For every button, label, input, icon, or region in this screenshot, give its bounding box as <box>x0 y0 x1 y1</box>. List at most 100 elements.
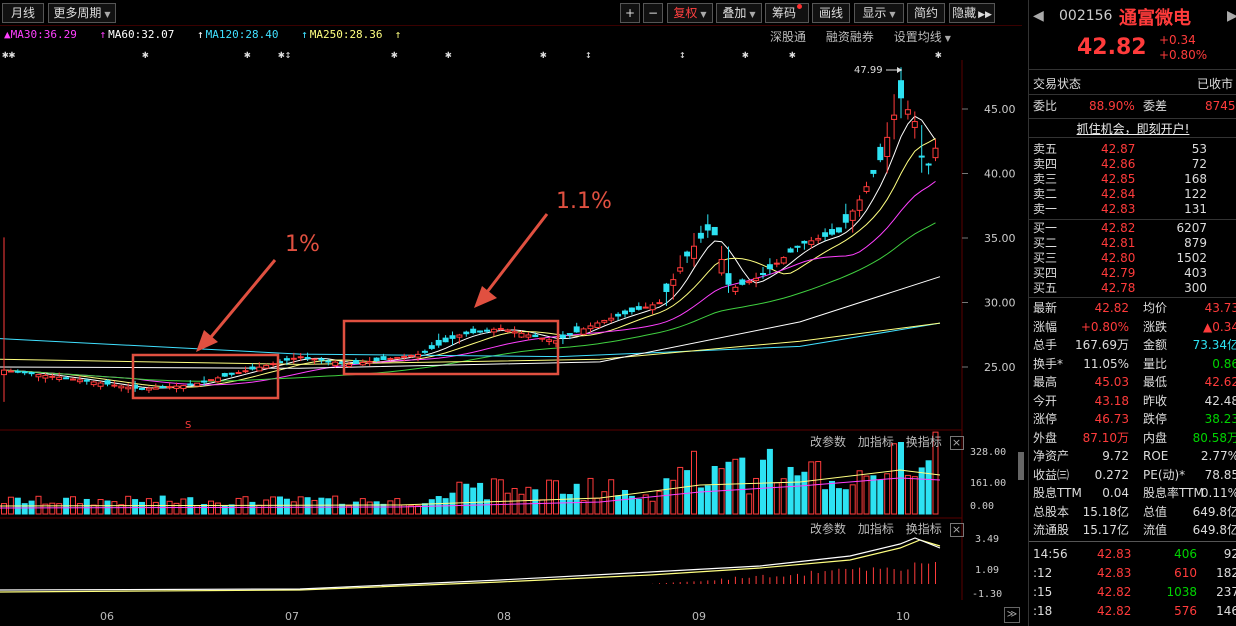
candle-body <box>35 374 42 378</box>
volume-bar <box>484 499 490 515</box>
candle-body <box>166 386 173 389</box>
margin-trading-link[interactable]: 融资融券 <box>825 30 874 44</box>
close-icon[interactable]: × <box>949 435 964 450</box>
volume-bar <box>649 500 656 515</box>
volume-bar <box>932 431 939 515</box>
event-marker[interactable]: ✱↕ <box>278 48 292 61</box>
volume-bar <box>463 483 470 515</box>
ask-row: 卖四 42.86 72 <box>1033 156 1236 172</box>
candle-body <box>297 356 304 359</box>
event-marker[interactable]: ✱ <box>142 48 149 61</box>
next-stock-icon[interactable]: ▶ <box>1227 8 1236 24</box>
volume-ma-line <box>0 477 941 509</box>
zoom-out-button[interactable]: − <box>643 3 663 23</box>
open-account-link[interactable]: 抓住机会，即刻开户! <box>1076 122 1190 136</box>
candle-body <box>125 386 132 390</box>
overlay-label: 叠加 <box>722 6 747 20</box>
candle-body <box>697 232 704 239</box>
connect-link[interactable]: 深股通 <box>770 30 807 44</box>
close-icon[interactable]: × <box>949 522 964 537</box>
stat-value: 11.05% <box>1083 356 1129 371</box>
candle-body <box>559 334 566 339</box>
period-monthly-button[interactable]: 月线 <box>2 3 44 23</box>
event-marker[interactable]: ✱✱ <box>2 48 16 61</box>
candle-body <box>891 114 898 120</box>
event-marker[interactable]: ✱ <box>789 48 796 61</box>
event-marker[interactable]: ↕ <box>585 48 592 61</box>
candle-body <box>525 334 532 338</box>
display-dropdown[interactable]: 显示 ▼ <box>854 3 904 23</box>
bid-price: 42.80 <box>1101 251 1136 265</box>
summary-button[interactable]: 简约 <box>907 3 945 23</box>
tick-count: 182 <box>1216 566 1236 580</box>
volume-bar <box>366 501 373 515</box>
candle-body <box>732 286 739 292</box>
volume-bar <box>415 505 421 515</box>
macd-switch-indicator[interactable]: 换指标 <box>905 522 942 536</box>
bid-label: 买四 <box>1033 266 1058 280</box>
candle-body <box>601 319 608 323</box>
candle-body <box>442 337 449 343</box>
scroll-right-icon[interactable]: ≫ <box>1004 607 1020 623</box>
ma10-line <box>3 137 936 388</box>
volume-bar <box>587 477 594 515</box>
candle-body <box>304 357 311 360</box>
panel-collapse-handle[interactable] <box>1018 452 1024 480</box>
open-account-banner[interactable]: 抓住机会，即刻开户! <box>1029 118 1236 138</box>
prev-stock-icon[interactable]: ◀ <box>1033 8 1044 24</box>
status-value: 已收市 <box>1197 77 1234 91</box>
overlay-dropdown[interactable]: 叠加 ▼ <box>716 3 762 23</box>
stat-value: 2.77% <box>1200 449 1236 463</box>
candle-body <box>318 358 325 361</box>
volume-bar <box>214 502 221 515</box>
stat-value: 73.34亿 <box>1192 338 1236 352</box>
event-marker[interactable]: ✱ <box>445 48 452 61</box>
ask-row: 卖二 42.84 122 <box>1033 186 1236 202</box>
event-marker[interactable]: ✱ <box>244 48 251 61</box>
hide-label: 隐藏 <box>952 6 977 20</box>
event-marker[interactable]: ✱ <box>540 48 547 61</box>
price-chart[interactable]: 45.00 40.00 35.00 30.00 25.00 1% 1.1% S 47.9… <box>0 0 1022 600</box>
ma5-line <box>3 115 936 389</box>
ma-settings-link[interactable]: 设置均线 <box>893 30 942 44</box>
volume-bar <box>925 460 932 515</box>
stat-value: 87.10万 <box>1082 430 1129 445</box>
hide-button[interactable]: 隐藏 ▶▶ <box>949 3 995 23</box>
volume-bar <box>801 471 808 515</box>
adjust-dropdown[interactable]: 复权 ▼ <box>667 3 713 23</box>
vol-edit-params[interactable]: 改参数 <box>810 435 847 449</box>
kline-chart-area[interactable]: 月线 更多周期 ▼ + − 复权 ▼ 叠加 ▼ 筹码 画线 显示 ▼ 简约 隐藏 ▶▶ ▲… <box>0 0 1024 626</box>
ask-price: 42.83 <box>1101 202 1136 216</box>
event-marker[interactable]: ✱ <box>391 48 398 61</box>
volume-bar <box>794 475 801 515</box>
volume-bar <box>90 504 97 515</box>
stat-label: 最高 <box>1033 375 1058 389</box>
vol-axis-top: 328.00 <box>970 447 1007 458</box>
draw-line-button[interactable]: 画线 <box>812 3 850 23</box>
zoom-in-button[interactable]: + <box>620 3 640 23</box>
candle-body <box>408 354 415 357</box>
price-axis-label: 35.00 <box>984 232 1016 245</box>
chips-button[interactable]: 筹码 <box>765 3 809 23</box>
event-marker[interactable]: ✱ <box>742 48 749 61</box>
macd-edit-params[interactable]: 改参数 <box>810 522 847 536</box>
event-marker[interactable]: ↕ <box>679 48 686 61</box>
macd-panel-controls: 改参数 加指标 换指标 × <box>810 520 964 537</box>
candlesticks <box>1 67 939 402</box>
vol-switch-indicator[interactable]: 换指标 <box>905 435 942 449</box>
event-marker[interactable]: ✱ <box>935 48 942 61</box>
stat-value: 649.8亿 <box>1192 523 1236 537</box>
macd-add-indicator[interactable]: 加指标 <box>857 522 894 536</box>
candle-body <box>808 240 815 245</box>
volume-bar <box>201 504 208 515</box>
chevron-down-icon: ▼ <box>889 10 896 19</box>
ask-volume: 131 <box>1184 202 1207 216</box>
vol-add-indicator[interactable]: 加指标 <box>857 435 894 449</box>
stat-value: 167.69万 <box>1075 338 1129 352</box>
display-label: 显示 <box>862 6 887 20</box>
more-period-dropdown[interactable]: 更多周期 ▼ <box>48 3 116 23</box>
tick-row: :18 42.82 576 146 <box>1033 603 1236 619</box>
bid-row: 买五 42.78 300 <box>1033 280 1236 296</box>
volume-bar <box>760 459 766 515</box>
ma250-legend: ↑ MA250:28.36 ↑ <box>301 28 409 41</box>
